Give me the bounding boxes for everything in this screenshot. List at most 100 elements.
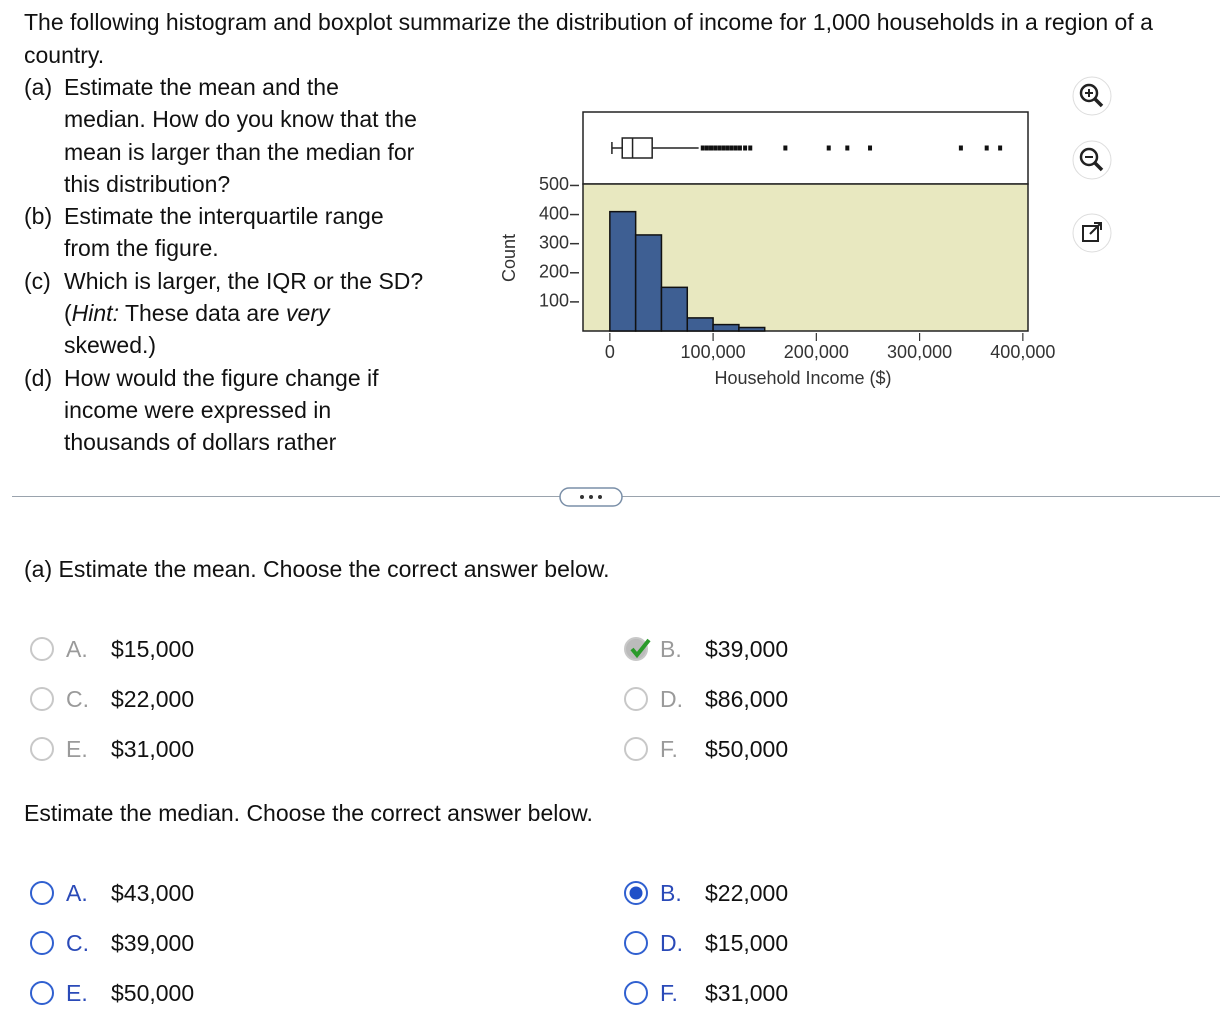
answer-option: D. $86,000 (622, 684, 788, 714)
outlier (998, 145, 1003, 151)
question-part: (d) How would the figure change if income… (24, 362, 424, 459)
option-letter: B. (660, 635, 682, 662)
question-part: (a) Estimate the mean and the median. How… (24, 71, 424, 200)
x-tick-label: 400,000 (990, 342, 1055, 362)
expand-button[interactable] (559, 487, 623, 507)
radio-button[interactable] (28, 978, 58, 1008)
radio-button (624, 687, 648, 711)
radio-button (30, 637, 54, 661)
x-tick-label: 300,000 (887, 342, 952, 362)
outlier (709, 145, 714, 151)
box (621, 137, 653, 159)
option-text: $15,000 (705, 929, 789, 956)
part-text: Hint: (71, 300, 119, 327)
radio-ring (624, 687, 648, 711)
radio-button[interactable] (622, 978, 652, 1008)
answer-option: E. $31,000 (28, 734, 194, 764)
y-tick-label: 400 (539, 203, 569, 223)
option-text: $31,000 (705, 979, 789, 1006)
option-letter: C. (66, 929, 89, 956)
answer-option[interactable]: B. $22,000 (622, 878, 788, 908)
option-text: $50,000 (705, 735, 789, 762)
radio-ring (30, 737, 54, 761)
bar (738, 326, 766, 332)
part-letter: (a) (24, 74, 53, 100)
part-text: These data are (118, 300, 287, 327)
option-letter: D. (660, 685, 683, 712)
radio-button[interactable] (622, 878, 652, 908)
radio-ring (30, 981, 54, 1005)
toolbar-icons[interactable] (1070, 76, 1120, 266)
radio-button[interactable] (28, 878, 58, 908)
radio-button (30, 687, 54, 711)
outlier (721, 145, 726, 151)
option-letter: E. (66, 735, 88, 762)
option-text: $39,000 (111, 929, 195, 956)
option-letter: C. (66, 685, 89, 712)
part-text: Estimate the interquartile range from th… (64, 203, 384, 262)
radio-button (30, 737, 54, 761)
radio-ring (30, 931, 54, 955)
answer-prompt: (a) Estimate the mean. Choose the correc… (24, 556, 610, 582)
option-letter: B. (660, 879, 682, 906)
outlier (725, 145, 730, 151)
outlier (713, 145, 718, 151)
part-text: How would the figure change if income we… (64, 364, 379, 456)
bar (712, 323, 740, 332)
question-intro: The following histogram and boxplot summ… (24, 9, 1153, 68)
chart: 100 200 300 400 500 0 100,000 200,000 300,000 400… (499, 111, 1055, 388)
bar (634, 234, 663, 332)
outlier (748, 145, 753, 151)
zoom-out[interactable] (1072, 140, 1112, 180)
part-letter: (d) (24, 364, 53, 391)
answer-option: F. $50,000 (622, 734, 788, 764)
radio-button (624, 737, 648, 761)
y-tick-label: 500 (539, 174, 569, 194)
open-external[interactable] (1072, 213, 1112, 253)
radio-button[interactable] (28, 928, 58, 958)
option-text: $43,000 (111, 879, 195, 906)
radio-ring (624, 637, 648, 661)
option-letter: D. (660, 929, 683, 956)
answer-option: C. $22,000 (28, 684, 194, 714)
outlier (717, 145, 722, 151)
outlier (826, 145, 831, 151)
x-tick-label: 100,000 (681, 342, 746, 362)
answer-option[interactable]: E. $50,000 (28, 978, 194, 1008)
answer-option: B. $39,000 (622, 634, 788, 664)
option-letter: A. (66, 879, 88, 906)
y-tick-label: 200 (539, 262, 569, 282)
bar (660, 286, 689, 332)
radio-ring (30, 881, 54, 905)
outlier (958, 145, 963, 151)
option-text: $39,000 (705, 635, 789, 662)
bar (609, 210, 637, 332)
answer-option[interactable]: F. $31,000 (622, 978, 788, 1008)
question-part: (c) Which is larger, the IQR or the SD? (… (24, 265, 424, 362)
x-tick-label: 0 (605, 342, 615, 362)
answer-option[interactable]: A. $43,000 (28, 878, 194, 908)
zoom-in[interactable] (1072, 76, 1112, 116)
bar (686, 317, 714, 332)
option-letter: F. (660, 735, 678, 762)
radio-ring (30, 687, 54, 711)
answer-option[interactable]: C. $39,000 (28, 928, 194, 958)
option-text: $86,000 (705, 685, 789, 712)
answer-option[interactable]: D. $15,000 (622, 928, 788, 958)
outlier (984, 145, 989, 151)
check-mark (630, 638, 651, 659)
radio-button[interactable] (622, 928, 652, 958)
option-text: $31,000 (111, 735, 195, 762)
option-letter: A. (66, 635, 88, 662)
outlier (704, 145, 709, 151)
part-text: Estimate the mean and the median. How do… (64, 74, 417, 197)
outlier (743, 145, 748, 151)
radio-ring (624, 737, 648, 761)
outlier (733, 145, 738, 151)
radio-ring (624, 981, 648, 1005)
part-letter: (c) (24, 267, 51, 294)
part-text: skewed.) (64, 332, 157, 359)
option-letter: E. (66, 979, 88, 1006)
outlier (737, 145, 742, 151)
y-axis-label: Count (499, 234, 519, 282)
